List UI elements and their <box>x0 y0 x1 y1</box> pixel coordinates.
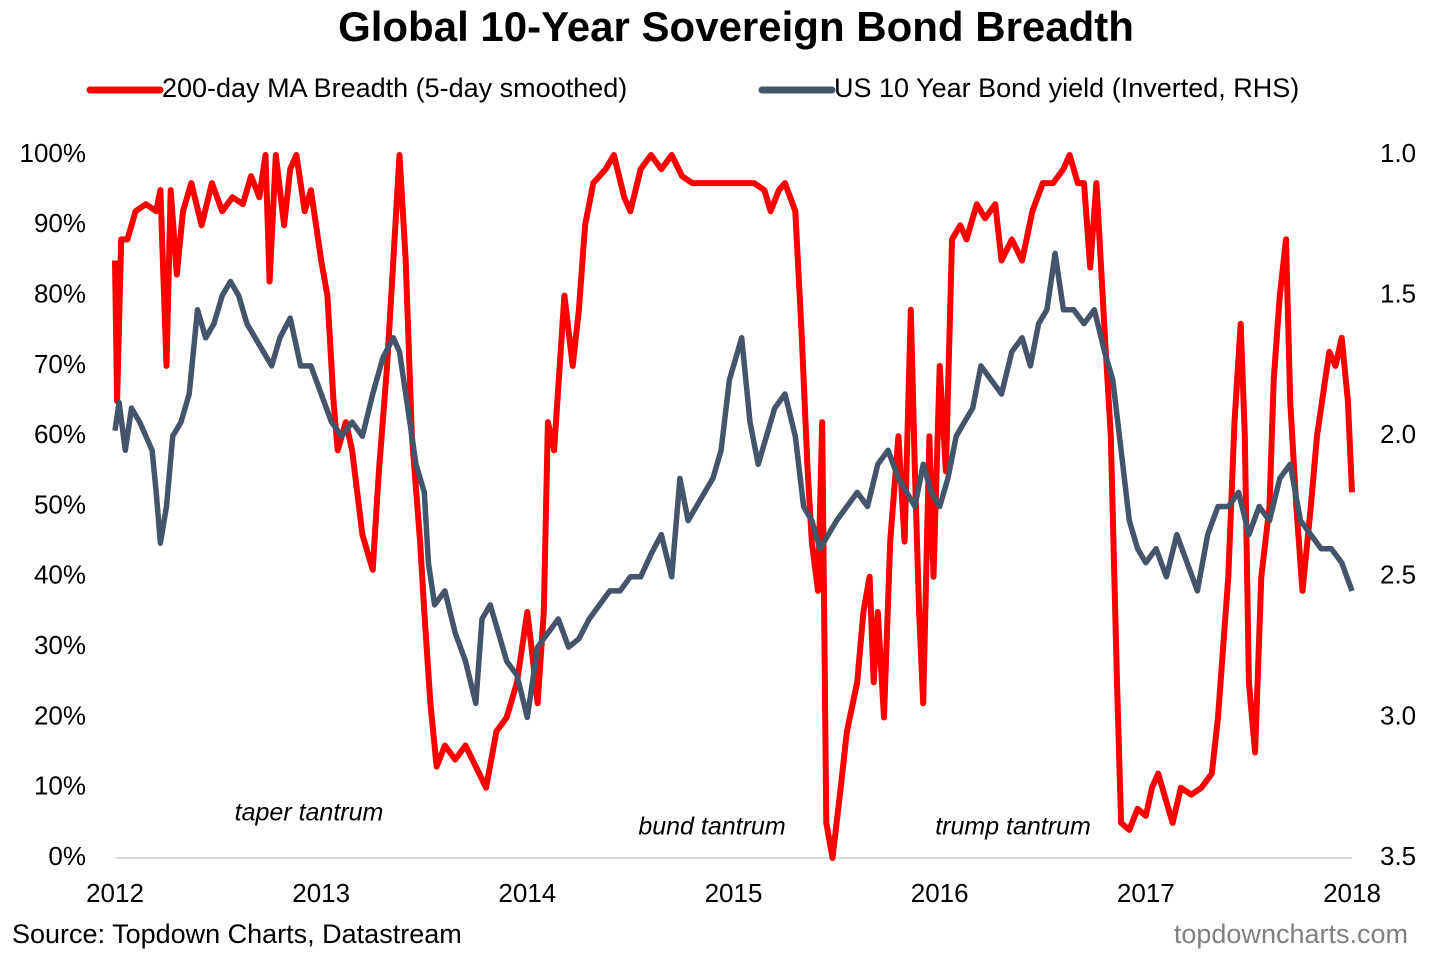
x-tick-label: 2014 <box>498 878 556 908</box>
source: Source: Topdown Charts, Datastream <box>12 919 462 949</box>
x-tick-label: 2013 <box>292 878 350 908</box>
legend-label: 200-day MA Breadth (5-day smoothed) <box>162 73 627 103</box>
y2-tick-label: 3.0 <box>1380 700 1416 730</box>
credit: topdowncharts.com <box>1174 919 1408 949</box>
y-tick-label: 90% <box>34 208 86 238</box>
legend-label: US 10 Year Bond yield (Inverted, RHS) <box>834 73 1299 103</box>
series-line <box>112 250 1355 721</box>
y-tick-label: 40% <box>34 560 86 590</box>
x-tick-label: 2018 <box>1323 878 1381 908</box>
y-tick-label: 30% <box>34 630 86 660</box>
annotation: taper tantrum <box>235 799 384 827</box>
x-tick-label: 2012 <box>86 878 144 908</box>
y-tick-label: 80% <box>34 278 86 308</box>
annotation: trump tantrum <box>935 813 1091 841</box>
y-tick-label: 70% <box>34 349 86 379</box>
y2-tick-label: 3.5 <box>1380 841 1416 871</box>
series-line <box>112 152 1355 861</box>
y-tick-label: 10% <box>34 771 86 801</box>
y-tick-label: 20% <box>34 700 86 730</box>
y-tick-label: 60% <box>34 419 86 449</box>
chart-title: Global 10-Year Sovereign Bond Breadth <box>338 3 1134 50</box>
y2-tick-label: 2.0 <box>1380 419 1416 449</box>
annotation: bund tantrum <box>638 813 785 841</box>
y-tick-label: 100% <box>20 138 87 168</box>
y2-tick-label: 1.5 <box>1380 278 1416 308</box>
y2-tick-label: 1.0 <box>1380 138 1416 168</box>
y-tick-label: 50% <box>34 489 86 519</box>
x-tick-label: 2017 <box>1117 878 1175 908</box>
y-tick-label: 0% <box>48 841 86 871</box>
x-tick-label: 2016 <box>911 878 969 908</box>
y2-tick-label: 2.5 <box>1380 560 1416 590</box>
x-tick-label: 2015 <box>705 878 763 908</box>
